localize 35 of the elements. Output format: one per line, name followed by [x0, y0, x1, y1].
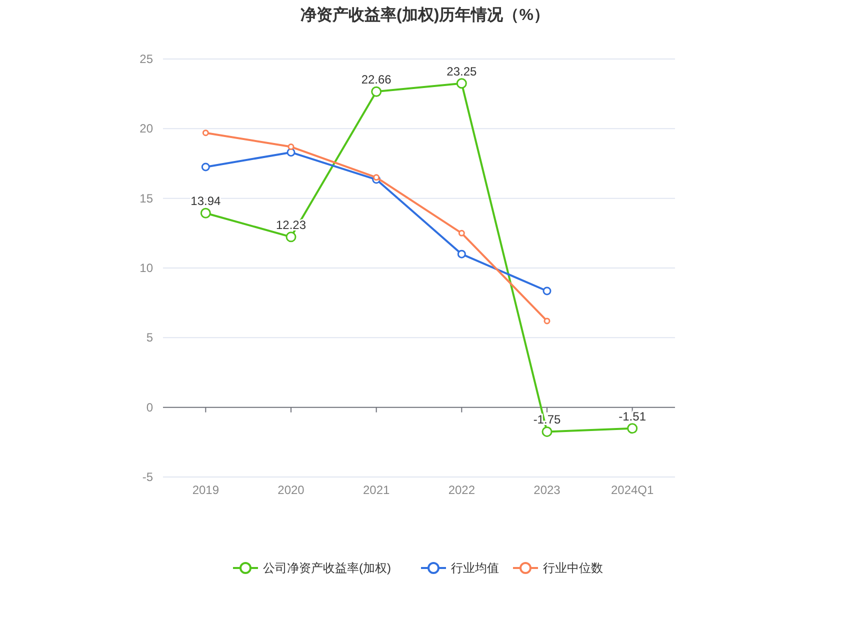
y-tick-label: 10: [140, 261, 154, 275]
point: [542, 286, 552, 296]
legend-label: 行业均值: [451, 561, 499, 575]
point: [627, 423, 638, 434]
point: [371, 86, 382, 97]
point: [457, 250, 466, 258]
point: [544, 318, 550, 324]
y-tick-label: -5: [142, 470, 154, 484]
data-label: 13.94: [190, 194, 222, 208]
point: [542, 426, 552, 437]
x-tick-label: 2019: [192, 483, 220, 497]
point: [202, 130, 209, 136]
data-label: 23.25: [446, 64, 478, 78]
y-tick-label: 0: [146, 400, 154, 414]
y-tick-label: 25: [140, 52, 154, 66]
point: [458, 230, 465, 236]
point: [286, 232, 296, 242]
x-tick-label: 2022: [448, 483, 476, 497]
data-label: -1.51: [618, 409, 646, 424]
y-tick-label: 15: [140, 191, 154, 206]
x-tick-label: 2021: [362, 483, 390, 497]
point: [373, 174, 380, 181]
chart-title: 净资产收益率(加权)历年情况（%）: [300, 5, 550, 24]
point: [200, 208, 211, 218]
y-tick-label: 5: [146, 330, 154, 345]
legend-label: 行业中位数: [543, 561, 603, 575]
y-tick-label: 20: [140, 122, 154, 136]
x-tick-label: 2024Q1: [610, 483, 654, 497]
legend-label: 公司净资产收益率(加权): [263, 561, 391, 575]
point: [201, 162, 210, 172]
data-label: 22.66: [361, 72, 392, 87]
x-tick-label: 2023: [534, 483, 561, 497]
point: [456, 78, 467, 89]
point: [288, 144, 294, 150]
x-tick-label: 2020: [278, 483, 305, 497]
